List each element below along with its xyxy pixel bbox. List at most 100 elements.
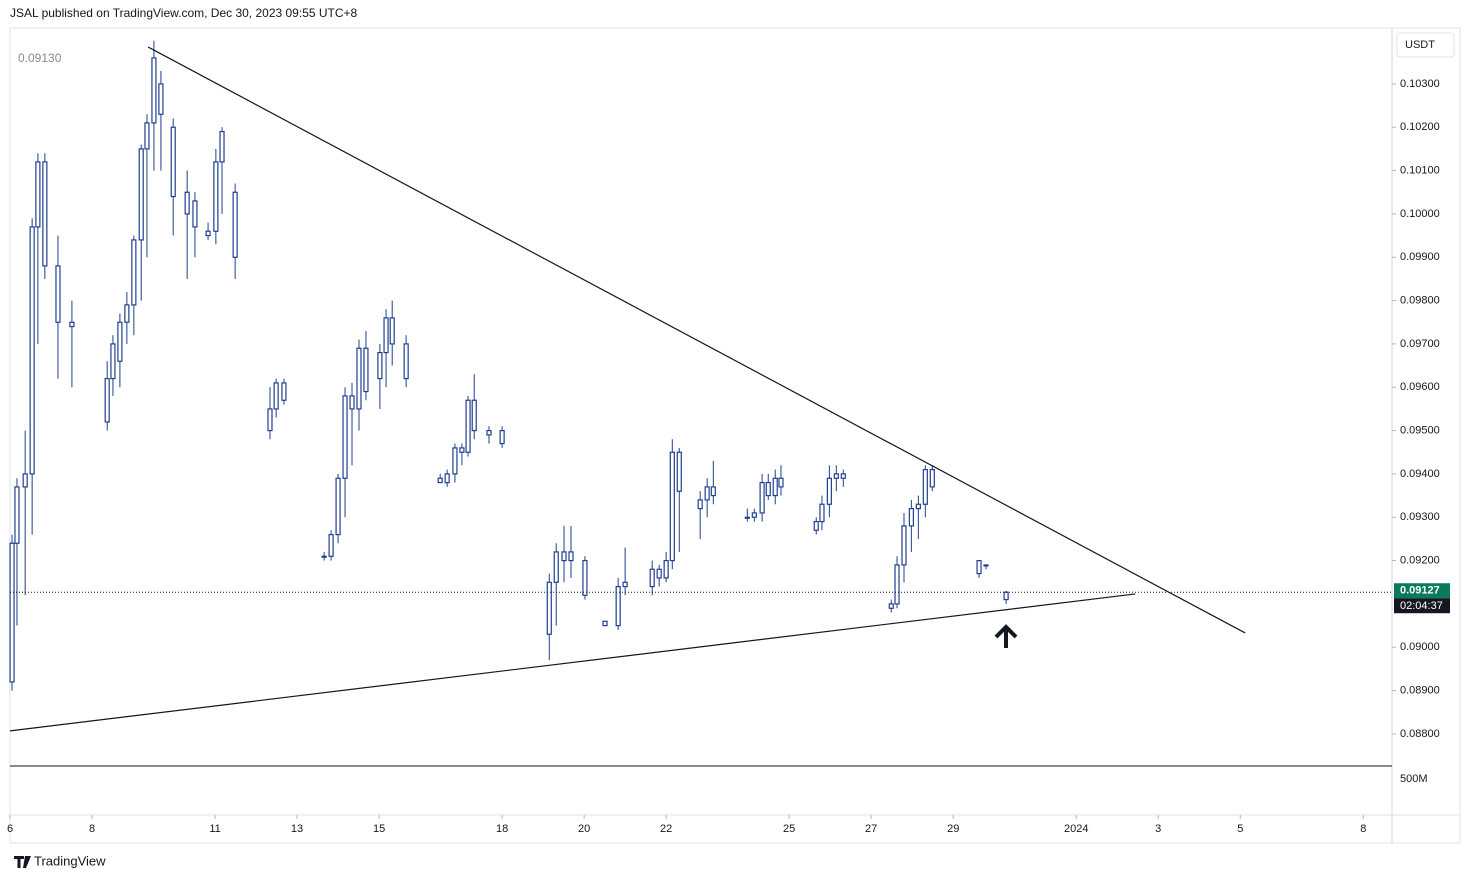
candle-body bbox=[335, 477, 341, 536]
x-tick-label: 20 bbox=[578, 823, 590, 835]
candle-body bbox=[110, 343, 116, 380]
candle-body bbox=[459, 447, 465, 453]
y-tick-label: 0.09700 bbox=[1400, 338, 1440, 350]
candle-body bbox=[35, 161, 41, 228]
candle-body bbox=[389, 317, 395, 345]
x-tick-label: 8 bbox=[1360, 823, 1366, 835]
candle-body bbox=[561, 551, 567, 562]
candle-body bbox=[568, 551, 574, 562]
candle-body bbox=[908, 507, 914, 527]
candle-body bbox=[901, 525, 907, 566]
candle-body bbox=[1003, 591, 1009, 601]
candle-body bbox=[184, 191, 190, 215]
y-tick-label: 0.09900 bbox=[1400, 251, 1440, 263]
currency-box[interactable] bbox=[1396, 32, 1455, 58]
candle-body bbox=[219, 130, 225, 163]
y-tick-label: 0.09800 bbox=[1400, 294, 1440, 306]
candle-body bbox=[813, 520, 819, 531]
last-price: 0.09127 bbox=[1400, 585, 1440, 597]
candle-body bbox=[29, 226, 35, 475]
candle-body bbox=[656, 568, 662, 579]
candle-body bbox=[983, 564, 989, 567]
candle-body bbox=[170, 126, 176, 198]
candle-body bbox=[192, 200, 198, 228]
candle-body bbox=[151, 57, 157, 124]
candle-body bbox=[403, 343, 409, 380]
candle-body bbox=[124, 304, 130, 323]
x-tick-label: 8 bbox=[89, 823, 95, 835]
candle-body bbox=[104, 377, 110, 423]
y-tick-label: 0.10100 bbox=[1400, 164, 1440, 176]
candle-body bbox=[826, 477, 832, 505]
candle-body bbox=[833, 473, 839, 479]
candle-body bbox=[772, 477, 778, 497]
candle-body bbox=[363, 347, 369, 393]
candle-body bbox=[553, 551, 559, 583]
y-tick-label: 0.09400 bbox=[1400, 468, 1440, 480]
brand: TradingView bbox=[34, 853, 106, 868]
candle-body bbox=[22, 473, 28, 488]
brand-logo bbox=[14, 856, 31, 868]
candle-body bbox=[697, 499, 703, 510]
candle-body bbox=[676, 451, 682, 492]
candle-body bbox=[117, 321, 123, 362]
candle-body bbox=[328, 533, 334, 557]
y-tick-label: 0.10200 bbox=[1400, 121, 1440, 133]
frame bbox=[9, 27, 1461, 844]
candle-body bbox=[486, 429, 492, 436]
candle-body bbox=[888, 603, 894, 609]
trendline bbox=[147, 46, 1246, 634]
candle-body bbox=[976, 559, 982, 575]
volume-label: 500M bbox=[1400, 773, 1428, 785]
y-tick-label: 0.09500 bbox=[1400, 424, 1440, 436]
x-tick-label: 25 bbox=[783, 823, 795, 835]
countdown: 02:04:37 bbox=[1400, 600, 1443, 612]
last-price-tag bbox=[1394, 583, 1450, 599]
candle-body bbox=[778, 477, 784, 488]
x-tick-label: 18 bbox=[496, 823, 508, 835]
candle-body bbox=[710, 486, 716, 497]
y-tick-label: 0.09000 bbox=[1400, 641, 1440, 653]
candle-body bbox=[765, 481, 771, 497]
candle-body bbox=[615, 585, 621, 627]
candle-body bbox=[840, 473, 846, 479]
candle-body bbox=[273, 382, 279, 410]
x-tick-label: 27 bbox=[865, 823, 877, 835]
candle-body bbox=[342, 395, 348, 479]
ohlc-label: 0.09130 bbox=[18, 51, 62, 65]
x-tick-label: 15 bbox=[373, 823, 385, 835]
candle-body bbox=[267, 408, 273, 432]
candle-body bbox=[704, 486, 710, 501]
candle-body bbox=[622, 581, 628, 588]
candle-body bbox=[55, 265, 61, 323]
candle-body bbox=[14, 486, 20, 544]
candle-body bbox=[819, 503, 825, 523]
candle-body bbox=[131, 239, 137, 306]
candle-body bbox=[759, 481, 765, 514]
candle-body bbox=[894, 564, 900, 605]
currency: USDT bbox=[1405, 39, 1435, 51]
candle-body bbox=[452, 447, 458, 475]
candle-body bbox=[138, 148, 144, 241]
y-tick-label: 0.08900 bbox=[1400, 685, 1440, 697]
candle-body bbox=[499, 429, 505, 445]
x-tick-label: 13 bbox=[291, 823, 303, 835]
y-tick-label: 0.09200 bbox=[1400, 554, 1440, 566]
candle-body bbox=[349, 395, 355, 410]
candle-body bbox=[377, 351, 383, 380]
candle-body bbox=[582, 559, 588, 596]
arrow-annotation bbox=[994, 624, 1018, 648]
candle-body bbox=[602, 620, 608, 627]
candle-body bbox=[744, 516, 750, 519]
y-tick-label: 0.09600 bbox=[1400, 381, 1440, 393]
candle-body bbox=[205, 230, 211, 237]
x-tick-label: 3 bbox=[1155, 823, 1161, 835]
x-tick-label: 5 bbox=[1237, 823, 1243, 835]
header: JSAL published on TradingView.com, Dec 3… bbox=[10, 6, 358, 20]
candle-body bbox=[437, 477, 443, 484]
x-tick-label: 29 bbox=[947, 823, 959, 835]
candle-body bbox=[751, 512, 757, 518]
candle-body bbox=[281, 382, 287, 401]
candle-body bbox=[9, 542, 15, 683]
candle-body bbox=[669, 451, 675, 562]
